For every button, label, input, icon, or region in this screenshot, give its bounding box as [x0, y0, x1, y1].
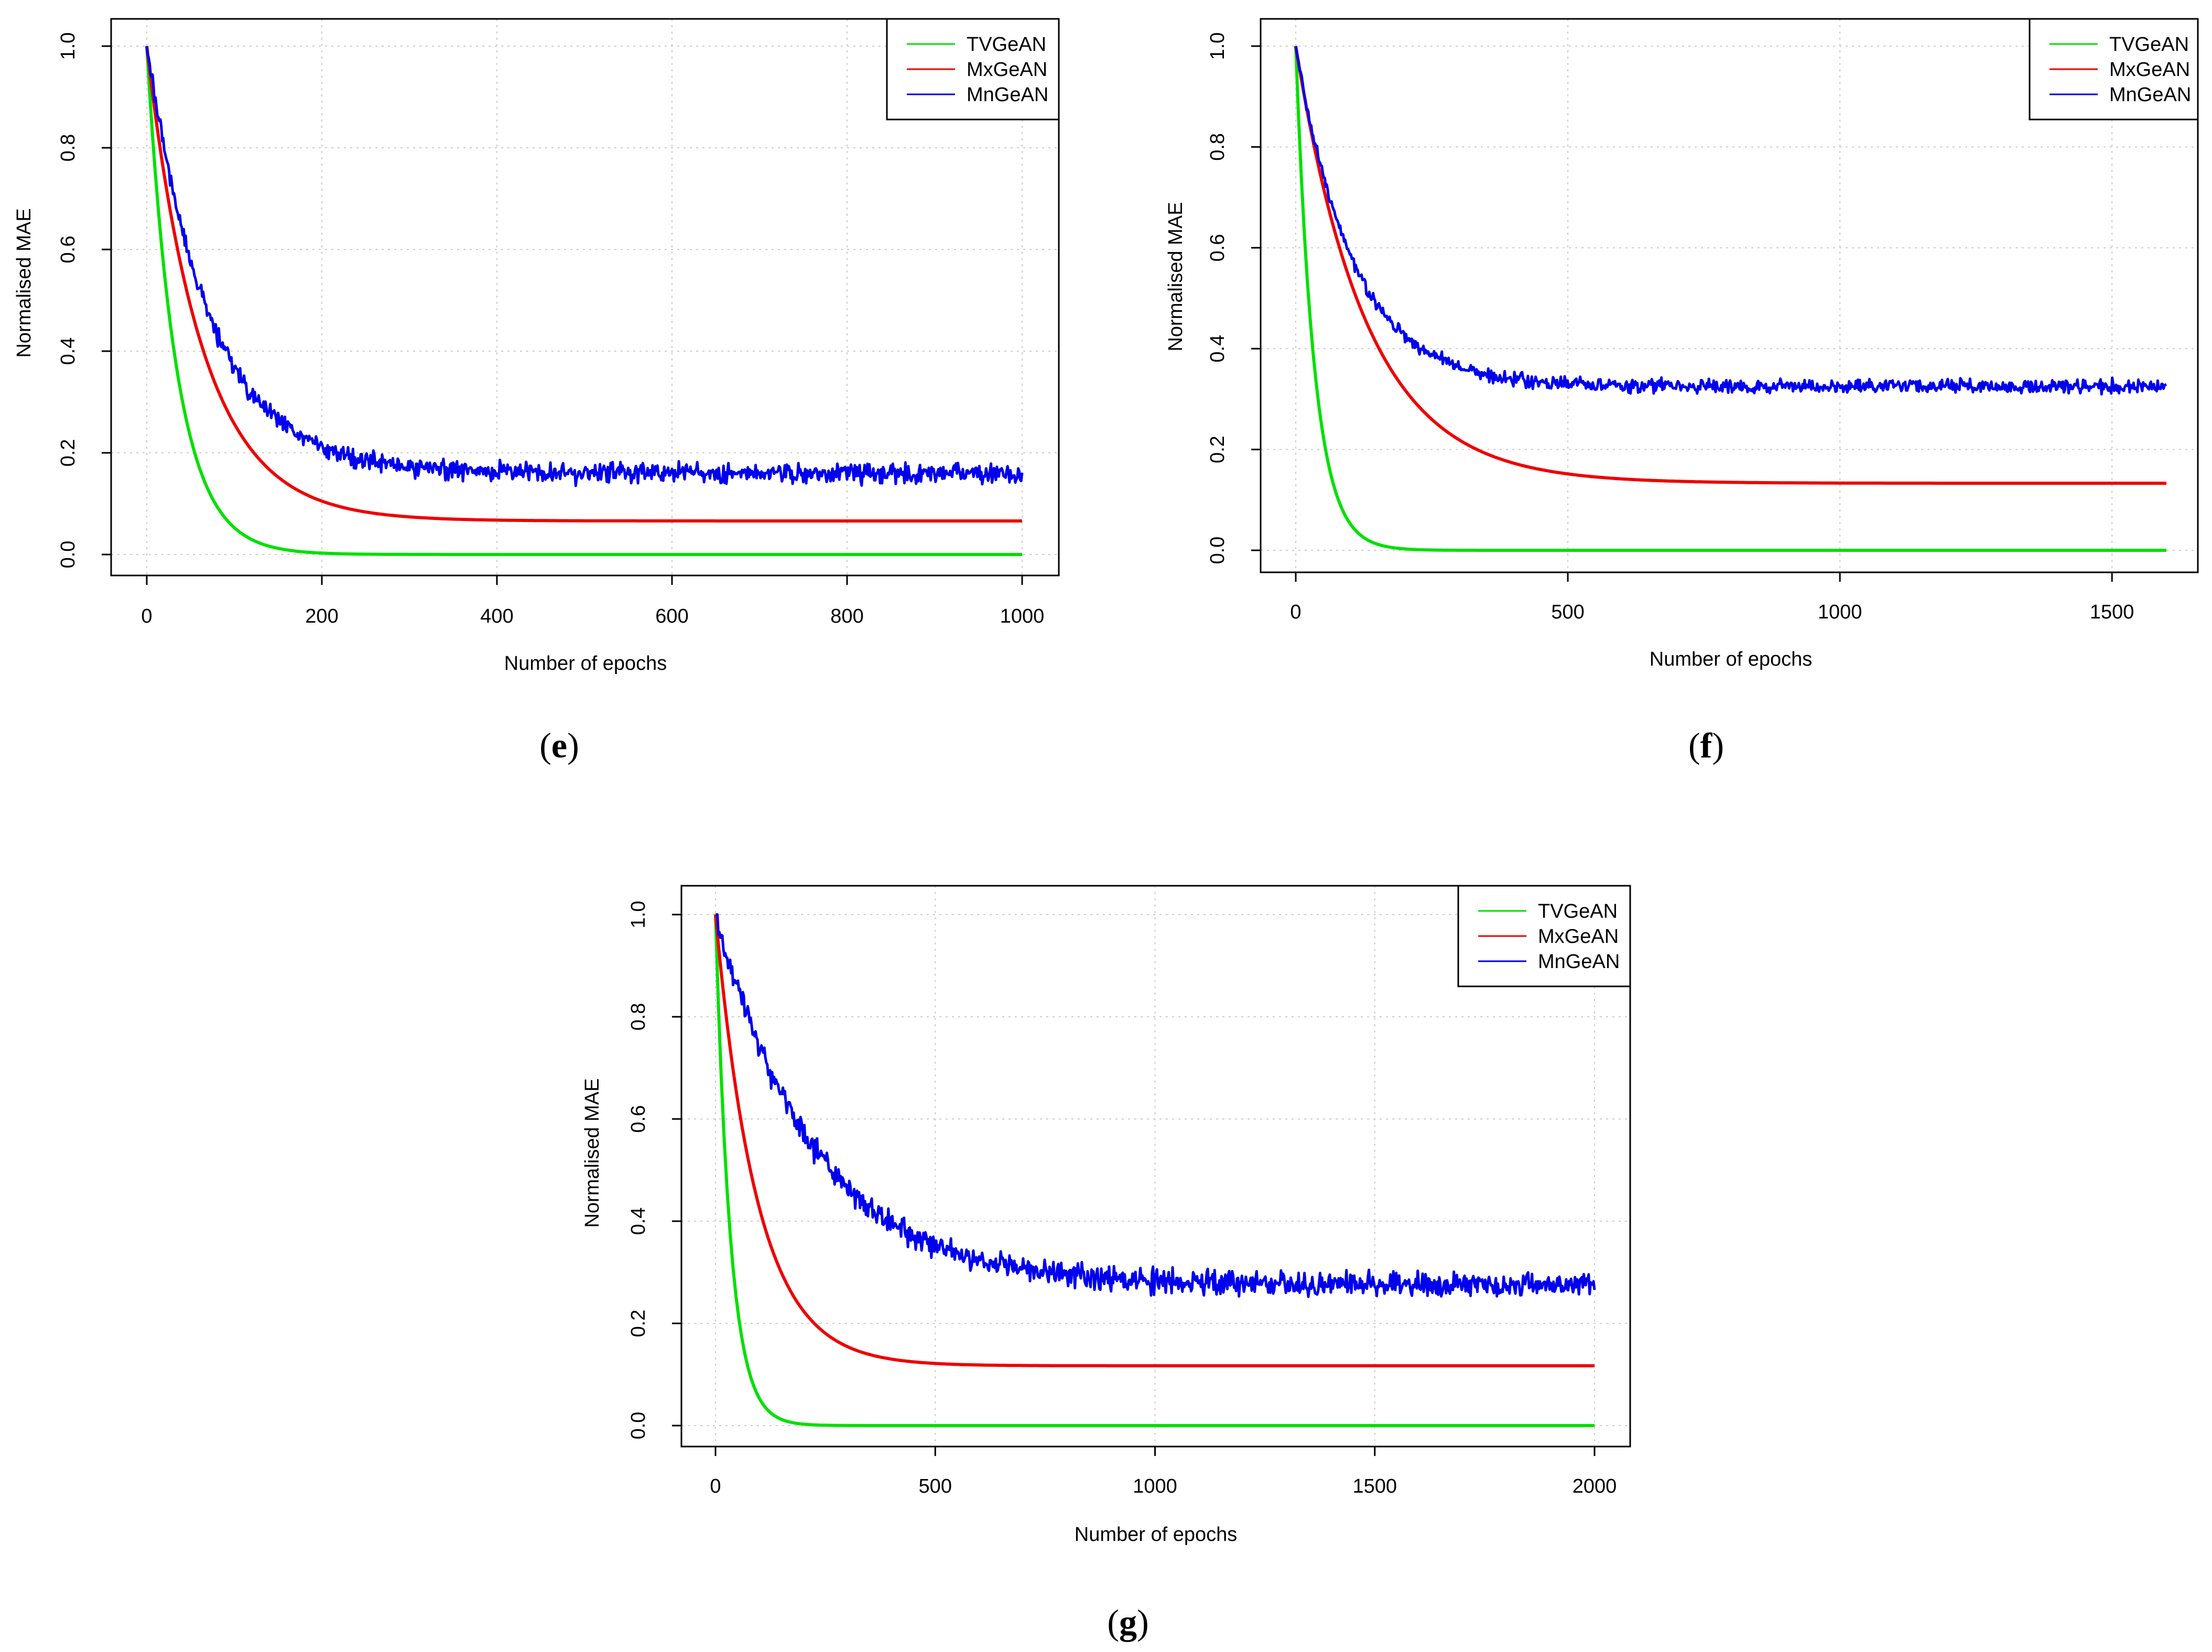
panel-e-caption: (e)	[539, 725, 579, 765]
y-tick-label: 0.2	[57, 439, 79, 467]
series-line-mngean	[715, 913, 1596, 1298]
x-tick-label: 0	[141, 605, 152, 627]
panel-f-legend: TVGeAN MxGeAN MnGeAN	[2029, 18, 2199, 121]
y-tick-label: 0.4	[1207, 335, 1229, 363]
legend-label-mxgean: MxGeAN	[967, 59, 1047, 81]
x-tick-label: 0	[1290, 601, 1301, 623]
series-line-mxgean	[1294, 46, 2166, 485]
y-tick-label: 0.8	[57, 134, 79, 162]
x-tick-label: 0	[710, 1475, 721, 1497]
panel-g-caption: (g)	[1107, 1602, 1148, 1642]
panel-g-y-axis-title: Normalised MAE	[581, 1078, 603, 1227]
x-tick-label: 200	[305, 605, 338, 627]
panel-f-series	[1294, 46, 2167, 552]
x-tick-label: 500	[1551, 601, 1584, 623]
panel-e-axes: 0 200 400 600 800 1000 0.0 0.2 0.4 0.6 0.8 1.0	[57, 32, 1044, 627]
panel-e-legend: TVGeAN MxGeAN MnGeAN	[886, 18, 1060, 121]
panel-g-legend: TVGeAN MxGeAN MnGeAN	[1457, 885, 1631, 987]
legend-label-mngean: MnGeAN	[1538, 951, 1620, 973]
series-line-mngean	[145, 46, 1024, 487]
x-tick-label: 400	[480, 605, 513, 627]
panel-e-x-axis-title: Number of epochs	[504, 653, 667, 675]
series-line-tvgean	[145, 46, 1022, 556]
x-tick-label: 1000	[1133, 1475, 1177, 1497]
y-tick-label: 0.6	[57, 236, 79, 264]
legend-label-tvgean: TVGeAN	[967, 34, 1046, 56]
y-tick-label: 0.0	[1207, 537, 1229, 564]
panel-g: 0 500 1000 1500 2000 0.0 0.2 0.4 0.6 0.8 1.0 TVGeA…	[581, 885, 1631, 1642]
legend-label-tvgean: TVGeAN	[1538, 900, 1618, 922]
y-tick-label: 0.8	[627, 1003, 649, 1031]
panel-e-y-axis-title: Normalised MAE	[13, 208, 35, 357]
y-tick-label: 0.4	[57, 338, 79, 365]
panel-g-axes: 0 500 1000 1500 2000 0.0 0.2 0.4 0.6 0.8 1.0	[627, 901, 1617, 1497]
panel-f-y-axis-title: Normalised MAE	[1165, 202, 1187, 351]
y-tick-label: 1.0	[627, 901, 649, 929]
x-tick-label: 600	[655, 605, 688, 627]
panel-g-x-axis-title: Number of epochs	[1075, 1524, 1238, 1546]
legend-label-mngean: MnGeAN	[2109, 84, 2191, 106]
x-tick-label: 500	[919, 1475, 952, 1497]
panel-f-axes: 0 500 1000 1500 0.0 0.2 0.4 0.6 0.8 1.0	[1207, 32, 2134, 623]
x-tick-label: 1500	[2090, 601, 2134, 623]
panel-f-caption: (f)	[1688, 725, 1724, 765]
legend-label-tvgean: TVGeAN	[2109, 34, 2189, 56]
panel-f-x-axis-title: Number of epochs	[1650, 648, 1813, 670]
y-tick-label: 0.8	[1207, 133, 1229, 161]
panel-f: 0 500 1000 1500 0.0 0.2 0.4 0.6 0.8 1.0 TVGeAN MxG…	[1165, 18, 2199, 765]
panel-e: 0 200 400 600 800 1000 0.0 0.2 0.4 0.6 0.8 1.0 TVGe…	[13, 18, 1060, 765]
y-tick-label: 1.0	[1207, 32, 1229, 60]
panel-e-caption-letter: e	[551, 725, 567, 765]
x-tick-label: 800	[830, 605, 863, 627]
series-line-mxgean	[714, 914, 1595, 1367]
legend-label-mxgean: MxGeAN	[1538, 926, 1619, 948]
series-line-mxgean	[145, 46, 1022, 523]
y-tick-label: 0.6	[627, 1105, 649, 1133]
series-line-tvgean	[714, 914, 1595, 1427]
panel-f-caption-letter: f	[1700, 725, 1713, 765]
y-tick-label: 0.2	[1207, 436, 1229, 463]
y-tick-label: 0.0	[627, 1412, 649, 1440]
x-tick-label: 2000	[1573, 1475, 1617, 1497]
y-tick-label: 0.4	[627, 1208, 649, 1235]
x-tick-label: 1500	[1352, 1475, 1397, 1497]
y-tick-label: 0.0	[57, 541, 79, 569]
legend-label-mngean: MnGeAN	[967, 84, 1048, 106]
x-tick-label: 1000	[1818, 601, 1862, 623]
y-tick-label: 0.6	[1207, 234, 1229, 262]
y-tick-label: 1.0	[57, 32, 79, 60]
series-line-mngean	[1294, 46, 2167, 396]
legend-label-mxgean: MxGeAN	[2109, 59, 2190, 81]
panel-g-series	[714, 913, 1596, 1427]
x-tick-label: 1000	[1000, 605, 1045, 627]
panel-g-caption-letter: g	[1119, 1602, 1137, 1642]
panel-e-series	[145, 46, 1024, 556]
series-line-tvgean	[1294, 46, 2166, 552]
y-tick-label: 0.2	[627, 1310, 649, 1338]
